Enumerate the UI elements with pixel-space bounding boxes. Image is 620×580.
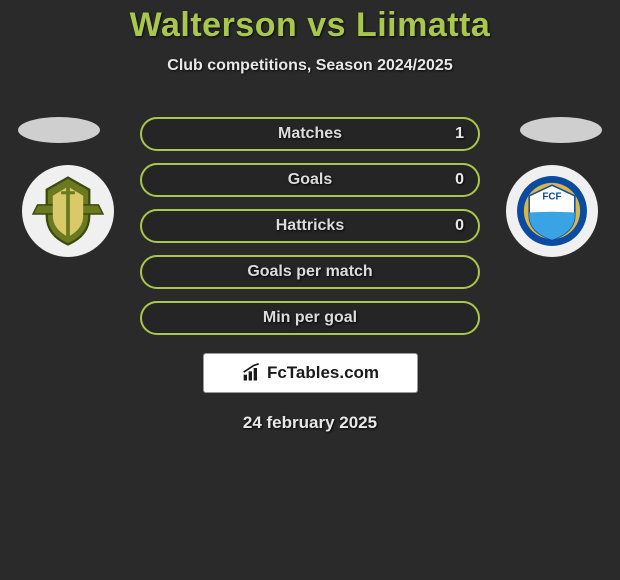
- stat-gpm-label: Goals per match: [247, 263, 372, 281]
- stat-goals-right: 0: [455, 171, 464, 189]
- attribution-logo[interactable]: FcTables.com: [203, 353, 418, 393]
- stat-row-hattricks: Hattricks 0: [140, 209, 480, 243]
- stat-goals-label: Goals: [288, 171, 332, 189]
- page-title: Walterson vs Liimatta: [0, 6, 620, 45]
- stat-row-min-per-goal: Min per goal: [140, 301, 480, 335]
- stat-hattricks-label: Hattricks: [276, 217, 344, 235]
- comparison-panel: FCF Matches 1 Goals 0 Hattricks 0 Goals …: [0, 117, 620, 347]
- bar-chart-icon: [241, 363, 263, 383]
- stat-row-matches: Matches 1: [140, 117, 480, 151]
- stats-column: Matches 1 Goals 0 Hattricks 0 Goals per …: [140, 117, 480, 347]
- svg-text:FCF: FCF: [542, 192, 561, 203]
- moreirense-crest-icon: [30, 173, 106, 249]
- stat-hattricks-right: 0: [455, 217, 464, 235]
- stat-matches-label: Matches: [278, 125, 342, 143]
- stat-row-goals: Goals 0: [140, 163, 480, 197]
- stat-mpg-label: Min per goal: [263, 309, 357, 327]
- famalicao-crest-icon: FCF: [514, 173, 590, 249]
- player-avatar-left-placeholder: [18, 117, 100, 143]
- attribution-text: FcTables.com: [267, 363, 379, 383]
- generated-date: 24 february 2025: [0, 413, 620, 433]
- club-badge-left: [22, 165, 114, 257]
- stat-row-goals-per-match: Goals per match: [140, 255, 480, 289]
- stat-matches-right: 1: [455, 125, 464, 143]
- player-avatar-right-placeholder: [520, 117, 602, 143]
- subtitle: Club competitions, Season 2024/2025: [0, 57, 620, 75]
- club-badge-right: FCF: [506, 165, 598, 257]
